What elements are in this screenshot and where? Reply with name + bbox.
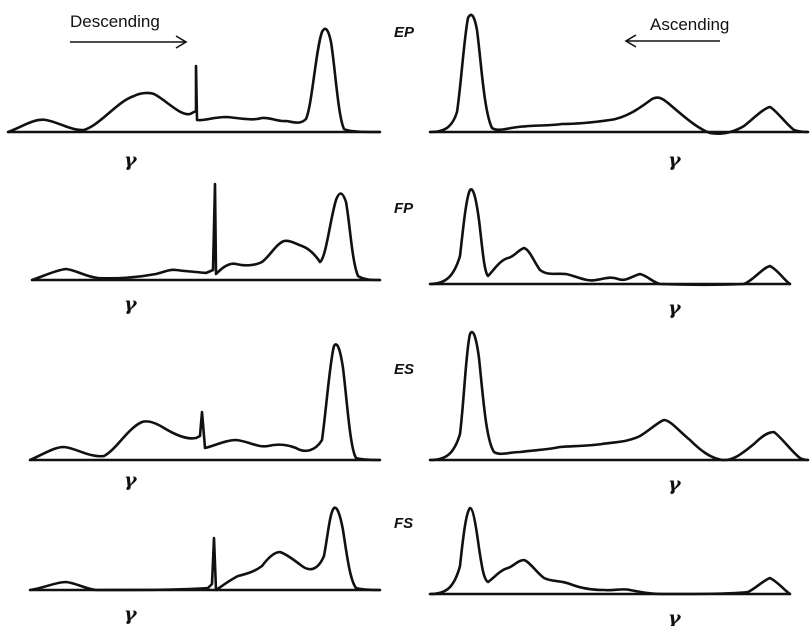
gamma-marker-es-left: γ [124,469,138,491]
gamma-marker-fp-left: γ [124,293,138,315]
ascending-label: Ascending [650,15,729,34]
row-label-fs: FS [394,515,413,532]
row-label-fp: FP [394,200,414,217]
trace-fp-ascending [428,187,792,287]
trace-ep-ascending [428,13,810,135]
trace-ep-descending [6,27,382,134]
ascending-arrow-icon [624,34,720,48]
descending-label: Descending [70,12,160,31]
gamma-marker-fp-right: γ [668,297,682,319]
trace-fp-descending [30,182,382,282]
row-label-es: ES [394,361,414,378]
gamma-marker-ep-right: γ [668,149,682,171]
trace-es-descending [28,343,382,462]
trace-es-ascending [428,330,810,462]
gamma-marker-fs-right: γ [668,607,682,626]
gamma-marker-es-right: γ [668,473,682,495]
gamma-marker-fs-left: γ [124,603,138,625]
trace-fs-descending [28,506,382,592]
row-label-ep: EP [394,24,415,41]
gamma-marker-ep-left: γ [124,149,138,171]
trace-fs-ascending [428,506,792,596]
descending-arrow-icon [70,35,188,49]
